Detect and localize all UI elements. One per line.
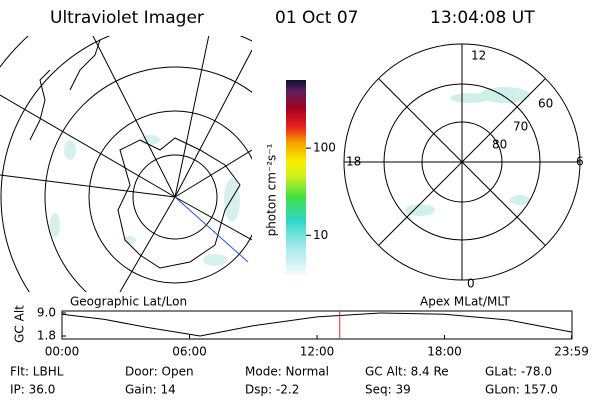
polar-plot [343, 43, 581, 281]
status-field: Mode: Normal [245, 365, 329, 379]
x-tick-label: 00:00 [45, 345, 80, 359]
mlt-label: 18 [346, 155, 361, 169]
panel-label: Apex MLat/MLT [420, 295, 510, 309]
status-field: Door: Open [125, 365, 194, 379]
lat-label: 70 [513, 120, 528, 134]
x-tick-label: 18:00 [427, 345, 462, 359]
time: 13:04:08 UT [430, 8, 535, 28]
date: 01 Oct 07 [275, 8, 358, 28]
colorbar [286, 80, 306, 275]
colorbar-tick-label: 10 [313, 228, 328, 242]
status-field: GLat: -78.0 [485, 365, 552, 379]
status-field: GLon: 157.0 [485, 383, 558, 397]
title: Ultraviolet Imager [50, 8, 204, 28]
mlt-label: 0 [467, 277, 475, 291]
status-field: Dsp: -2.2 [245, 383, 299, 397]
lat-label: 60 [538, 97, 553, 111]
y-tick-label: 1.8 [37, 329, 56, 343]
x-tick-label: 12:00 [300, 345, 335, 359]
x-tick-label: 06:00 [172, 345, 207, 359]
mlt-label: 12 [471, 49, 486, 63]
status-field: Gain: 14 [125, 383, 176, 397]
lat-label: 80 [492, 138, 507, 152]
y-tick-label: 9.0 [37, 306, 56, 320]
status-field: Flt: LBHL [10, 365, 64, 379]
status-field: Seq: 39 [365, 383, 411, 397]
colorbar-label: photon cm⁻²s⁻¹ [265, 143, 279, 236]
status-field: GC Alt: 8.4 Re [365, 365, 449, 379]
mlt-label: 6 [576, 155, 584, 169]
x-tick-label: 23:59 [554, 345, 589, 359]
plot-frame [61, 310, 573, 340]
y-axis-label: GC Alt [13, 305, 27, 343]
status-field: IP: 36.0 [10, 383, 55, 397]
panel-label: Geographic Lat/Lon [70, 295, 187, 309]
geo-map [0, 36, 252, 292]
altitude-curve [61, 312, 573, 337]
colorbar-tick-label: 100 [313, 141, 336, 155]
